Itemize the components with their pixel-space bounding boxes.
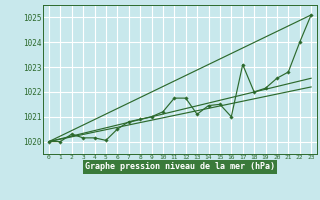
X-axis label: Graphe pression niveau de la mer (hPa): Graphe pression niveau de la mer (hPa) (85, 162, 275, 171)
